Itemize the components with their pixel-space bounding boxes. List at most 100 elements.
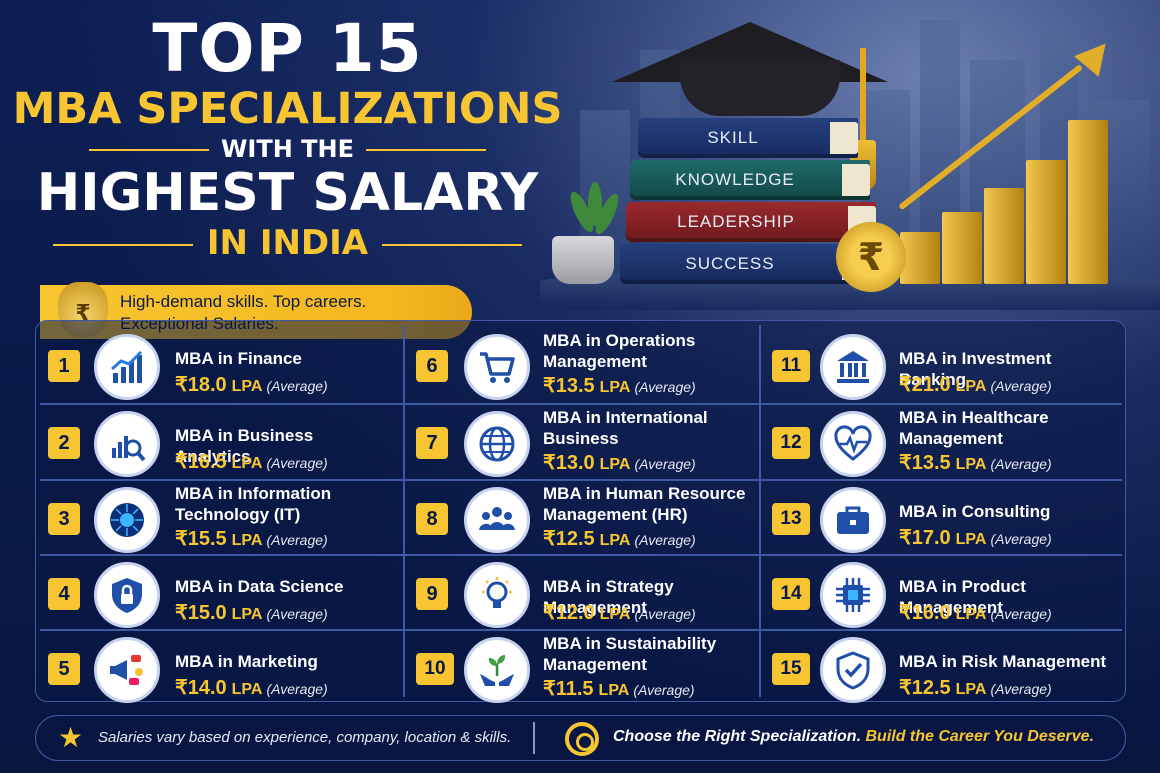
salary-value: ₹18.0 — [175, 374, 227, 396]
specialization-name: MBA in Investment Banking — [899, 349, 1052, 389]
rank-badge: 10 — [416, 653, 454, 685]
specialization-item: 3 MBA in Information Technology (IT) ₹15.5… — [48, 481, 388, 555]
book-label: SKILL — [707, 128, 759, 147]
salary-unit: LPA — [599, 532, 631, 549]
salary-unit: LPA — [231, 681, 263, 698]
specialization-name: MBA in Healthcare Management — [899, 408, 1049, 448]
specialization-item: 14 MBA in Product Management ₹16.0 LPA (Aver… — [772, 556, 1112, 630]
salary-value: ₹11.5 — [543, 678, 594, 700]
specialization-item: 7 MBA in International Business ₹13.0 LPA (A… — [416, 405, 756, 479]
salary-value: ₹16.0 — [899, 602, 951, 624]
salary-unit: LPA — [231, 532, 263, 549]
target-icon — [565, 722, 599, 756]
shield-check-icon — [820, 637, 886, 703]
row-divider — [761, 629, 1122, 631]
salary-unit: LPA — [598, 682, 630, 699]
salary-value: ₹15.5 — [175, 528, 227, 550]
salary-line: ₹13.5 LPA (Average) — [899, 450, 1052, 475]
average-label: (Average) — [990, 378, 1052, 394]
average-label: (Average) — [990, 681, 1052, 697]
book-skill: SKILL — [638, 118, 858, 158]
average-label: (Average) — [990, 606, 1052, 622]
tagline-line-1: High-demand skills. Top careers. — [120, 292, 367, 311]
salary-unit: LPA — [231, 455, 263, 472]
salary-line: ₹15.5 LPA (Average) — [175, 526, 328, 551]
average-label: (Average) — [266, 455, 328, 471]
footer-cta-yellow: Build the Career You Deserve. — [865, 728, 1095, 745]
row-divider — [761, 403, 1122, 405]
row-divider — [40, 629, 403, 631]
salary-unit: LPA — [231, 378, 263, 395]
row-divider — [405, 629, 759, 631]
specialization-name: MBA in Product Management — [899, 577, 1026, 617]
shopping-cart-icon — [464, 334, 530, 400]
specialization-item: 15 MBA in Risk Management ₹12.5 LPA (Average… — [772, 631, 1112, 705]
analytics-magnifier-icon — [94, 411, 160, 477]
row-divider — [405, 554, 759, 556]
specialization-name: MBA in Finance — [175, 349, 302, 368]
specialization-item: 4 MBA in Data Science ₹15.0 LPA (Average) — [48, 556, 388, 630]
title-line-3: WITH THE — [0, 134, 575, 164]
bank-icon — [820, 334, 886, 400]
specializations-panel — [35, 320, 1126, 702]
book-knowledge: KNOWLEDGE — [630, 160, 870, 200]
row-divider — [40, 554, 403, 556]
salary-unit: LPA — [955, 606, 987, 623]
average-label: (Average) — [266, 532, 328, 548]
graduation-cap-base — [680, 60, 840, 116]
footer-cta: Choose the Right Specialization. Build t… — [613, 728, 1094, 746]
average-label: (Average) — [266, 606, 328, 622]
megaphone-icon — [94, 637, 160, 703]
rank-badge: 11 — [772, 350, 810, 382]
title-line-4: HIGHEST SALARY — [36, 163, 539, 223]
gold-bar — [1026, 160, 1066, 284]
footer-divider — [533, 722, 535, 754]
rank-badge: 2 — [48, 427, 80, 459]
gold-bar — [900, 232, 940, 284]
rank-badge: 8 — [416, 503, 448, 535]
average-label: (Average) — [990, 456, 1052, 472]
rank-badge: 6 — [416, 350, 448, 382]
specialization-name: MBA in Operations Management — [543, 331, 696, 371]
specialization-item: 8 MBA in Human Resource Management (HR) ₹1… — [416, 481, 756, 555]
shield-lock-icon — [94, 562, 160, 628]
title-line-2: MBA SPECIALIZATIONS — [12, 84, 563, 134]
salary-unit: LPA — [599, 379, 631, 396]
globe-icon — [464, 411, 530, 477]
rank-badge: 4 — [48, 578, 80, 610]
salary-value: ₹12.0 — [543, 602, 595, 624]
salary-line: ₹12.0 LPA (Average) — [543, 600, 696, 625]
specialization-name: MBA in Data Science — [175, 577, 344, 596]
salary-unit: LPA — [955, 378, 987, 395]
specialization-name: MBA in Marketing — [175, 652, 318, 671]
title-line-1: TOP 15 — [152, 10, 423, 87]
specialization-item: 12 MBA in Healthcare Management ₹13.5 LPA (A… — [772, 405, 1112, 479]
salary-value: ₹16.5 — [175, 451, 227, 473]
people-group-icon — [464, 487, 530, 553]
row-divider — [40, 403, 403, 405]
row-divider — [405, 403, 759, 405]
rank-badge: 3 — [48, 503, 80, 535]
rank-badge: 9 — [416, 578, 448, 610]
salary-value: ₹21.0 — [899, 374, 951, 396]
salary-line: ₹14.0 LPA (Average) — [175, 675, 328, 700]
salary-line: ₹13.0 LPA (Average) — [543, 450, 696, 475]
average-label: (Average) — [634, 379, 696, 395]
book-label: KNOWLEDGE — [675, 170, 795, 189]
heartbeat-icon — [820, 411, 886, 477]
salary-value: ₹17.0 — [899, 527, 951, 549]
specialization-name: MBA in International Business — [543, 408, 708, 448]
rank-badge: 13 — [772, 503, 810, 535]
salary-line: ₹12.5 LPA (Average) — [899, 675, 1052, 700]
specialization-name: MBA in Risk Management — [899, 652, 1107, 671]
specialization-item: 11 MBA in Investment Banking ₹21.0 LPA (Aver… — [772, 328, 1112, 402]
rank-badge: 7 — [416, 427, 448, 459]
specialization-item: 13 MBA in Consulting ₹17.0 LPA (Average) — [772, 481, 1112, 555]
average-label: (Average) — [266, 378, 328, 394]
gold-bar — [984, 188, 1024, 284]
row-divider — [761, 479, 1122, 481]
average-label: (Average) — [634, 532, 696, 548]
chip-icon — [820, 562, 886, 628]
salary-line: ₹16.5 LPA (Average) — [175, 449, 328, 474]
specialization-item: 2 MBA in Business Analytics ₹16.5 LPA (Avera… — [48, 405, 388, 479]
